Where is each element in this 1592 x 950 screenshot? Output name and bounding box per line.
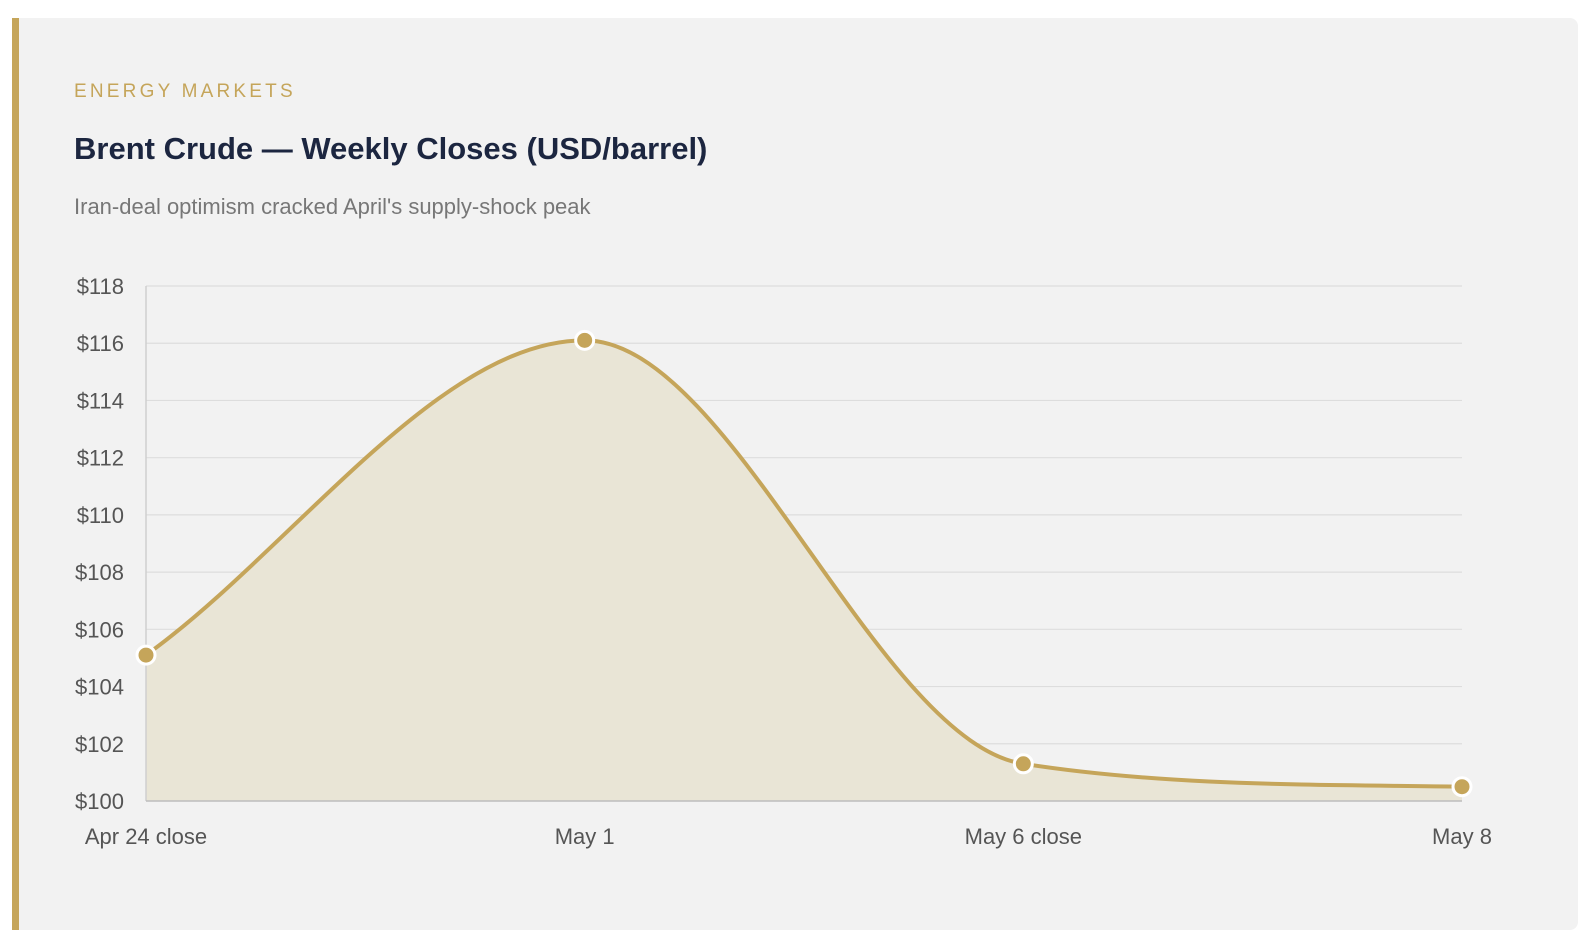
y-tick-label: $112 <box>77 446 124 471</box>
series-line-path <box>144 338 1463 789</box>
data-point <box>135 644 157 666</box>
y-tick-label: $118 <box>77 274 124 299</box>
x-tick-label: May 8 <box>1432 824 1492 849</box>
y-tick-label: $100 <box>75 789 124 814</box>
data-point <box>1012 753 1034 775</box>
series-area <box>146 340 1462 801</box>
y-tick-label: $110 <box>77 503 124 528</box>
y-tick-label: $116 <box>77 331 124 356</box>
x-tick-label: May 6 close <box>965 824 1082 849</box>
series-line <box>144 338 1463 789</box>
data-points <box>135 329 1473 798</box>
section-eyebrow: ENERGY MARKETS <box>74 81 296 102</box>
y-tick-label: $102 <box>75 732 124 757</box>
data-point <box>574 329 596 351</box>
y-tick-label: $106 <box>75 617 124 642</box>
data-point <box>1451 776 1473 798</box>
area-fill <box>146 340 1462 801</box>
chart-title: Brent Crude — Weekly Closes (USD/barrel) <box>74 131 708 166</box>
x-tick-label: Apr 24 close <box>85 824 207 849</box>
y-tick-label: $114 <box>77 388 124 413</box>
tick-labels: $100 $102 $104 $106 $108 $110 $112 $114 $116 $118… <box>75 274 1492 849</box>
y-tick-label: $108 <box>75 560 124 585</box>
axes <box>145 286 1462 802</box>
chart-subtitle: Iran-deal optimism cracked April's suppl… <box>74 194 591 219</box>
x-tick-label: May 1 <box>555 824 615 849</box>
y-tick-label: $104 <box>75 675 124 700</box>
